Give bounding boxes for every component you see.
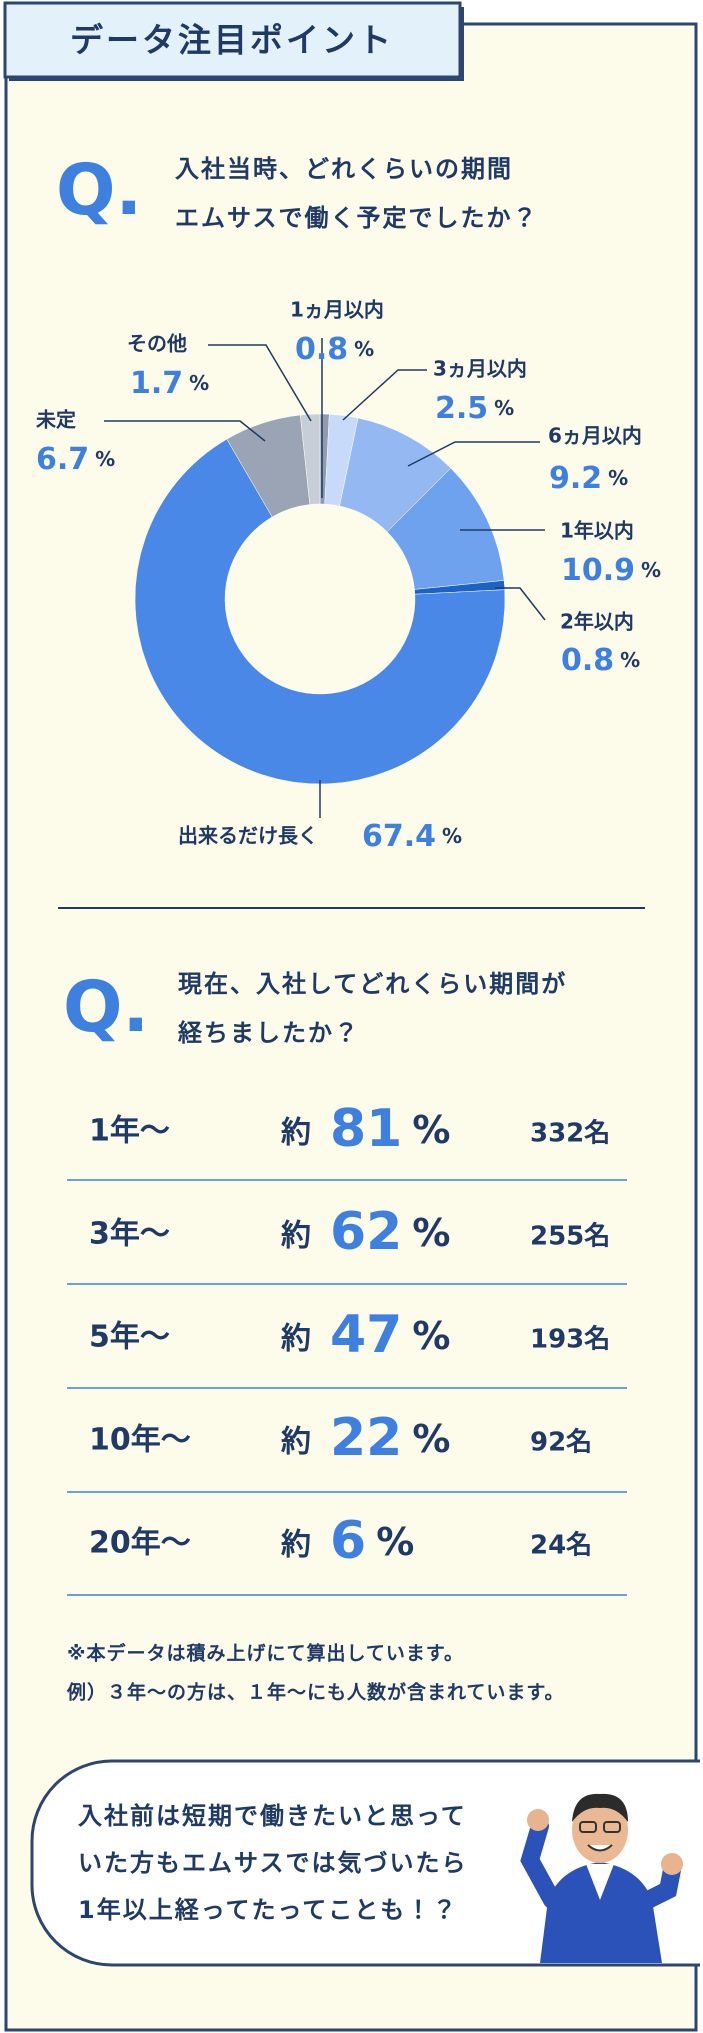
unit: % [354, 337, 374, 361]
percent-value: 62 [330, 1202, 402, 1262]
value: 67.4 [362, 819, 436, 854]
value: 1.7 [130, 366, 183, 401]
arm [639, 1861, 681, 1909]
prefix: 約 [281, 1219, 311, 1254]
percent-value: 47 [330, 1305, 402, 1365]
arm [520, 1817, 561, 1909]
hair [572, 1793, 628, 1822]
percent-unit: % [376, 1520, 414, 1564]
donut-slice [134, 438, 506, 785]
q-mark: Q. [56, 149, 142, 231]
count: 24名 [530, 1530, 592, 1561]
donut-chart: 1ヵ月以内 0.8 % 3ヵ月以内 2.5 % 6ヵ月以内 9.2 % 1年以内 10.9 % 2年以内… [36, 298, 661, 854]
callout-text: いた方もエムサスでは気づいたら [78, 1849, 468, 1877]
value: 10.9 [561, 553, 635, 588]
percent: 6% [330, 1511, 414, 1571]
glasses [603, 1821, 621, 1833]
percent: 22% [330, 1408, 450, 1468]
title-tab [3, 1, 462, 79]
slice-label: 出来るだけ長く [178, 824, 318, 848]
fist [661, 1853, 683, 1875]
slice-value: 67.4% [362, 819, 462, 854]
glasses [579, 1821, 597, 1833]
percent-unit: % [412, 1211, 450, 1255]
percent-value: 81 [330, 1099, 402, 1159]
value: 0.8 [295, 332, 348, 367]
slice-label: その他 [127, 332, 187, 356]
q-mark: Q. [63, 966, 149, 1048]
percent: 62% [330, 1202, 450, 1262]
unit: % [608, 466, 628, 490]
period: 5年〜 [89, 1320, 170, 1355]
slice-value: 9.2% [549, 461, 628, 496]
slice-label: 6ヵ月以内 [548, 424, 642, 448]
collar [586, 1864, 614, 1900]
leader-line [342, 369, 427, 421]
count: 193名 [530, 1324, 610, 1355]
slice-value: 2.5% [435, 391, 514, 426]
period: 3年〜 [89, 1217, 170, 1252]
unit: % [620, 648, 640, 672]
percent-value: 22 [330, 1408, 402, 1468]
prefix: 約 [281, 1116, 311, 1151]
slice-value: 1.7% [130, 366, 209, 401]
question: 現在、入社してどれくらい期間が [178, 970, 567, 998]
prefix: 約 [281, 1322, 311, 1357]
slice-value: 6.7% [36, 442, 115, 477]
percent: 47% [330, 1305, 450, 1365]
slice-label: 2年以内 [560, 610, 634, 634]
head [572, 1797, 628, 1863]
callout-text: 入社前は短期で働きたいと思って [78, 1802, 467, 1830]
percent-value: 6 [330, 1511, 366, 1571]
prefix: 約 [281, 1528, 311, 1563]
fist [527, 1809, 549, 1831]
prefix: 約 [281, 1425, 311, 1460]
person-illustration [520, 1793, 683, 1963]
leader-line [407, 441, 540, 467]
question: 経ちましたか？ [177, 1019, 360, 1047]
percent: 81% [330, 1099, 450, 1159]
jacket [540, 1862, 662, 1963]
period: 1年〜 [89, 1114, 170, 1149]
leader-line [208, 344, 312, 422]
slice-label: 1ヵ月以内 [290, 298, 384, 322]
percent-unit: % [412, 1417, 450, 1461]
unit: % [442, 824, 462, 848]
callout-text: 1年以上経ってたってことも！？ [78, 1896, 458, 1924]
percent-unit: % [412, 1108, 450, 1152]
note: ※本データは積み上げにて算出しています。 [67, 1642, 464, 1665]
leader-line [104, 420, 266, 442]
count: 92名 [530, 1427, 592, 1458]
question: エムサスで働く予定でしたか？ [175, 204, 539, 232]
unit: % [189, 371, 209, 395]
unit: % [641, 558, 661, 582]
value: 6.7 [36, 442, 89, 477]
unit: % [494, 396, 514, 420]
panel [4, 22, 698, 2032]
percent-unit: % [412, 1314, 450, 1358]
count: 332名 [530, 1118, 610, 1149]
period: 20年〜 [89, 1526, 191, 1561]
period: 10年〜 [89, 1423, 191, 1458]
count: 255名 [530, 1221, 610, 1252]
slice-value: 10.9% [561, 553, 661, 588]
question: 入社当時、どれくらいの期間 [175, 155, 513, 183]
value: 9.2 [549, 461, 602, 496]
smile [587, 1844, 613, 1852]
slice-label: 未定 [36, 408, 76, 432]
value: 0.8 [561, 643, 614, 678]
title: データ注目ポイント [70, 21, 394, 60]
leader-line [495, 587, 546, 621]
unit: % [95, 447, 115, 471]
slice-value: 0.8% [295, 332, 374, 367]
note: 例）３年〜の方は、１年〜にも人数が含まれています。 [66, 1681, 565, 1704]
slice-label: 1年以内 [560, 519, 634, 543]
slice-label: 3ヵ月以内 [433, 357, 527, 381]
slice-value: 0.8% [561, 643, 640, 678]
value: 2.5 [435, 391, 488, 426]
